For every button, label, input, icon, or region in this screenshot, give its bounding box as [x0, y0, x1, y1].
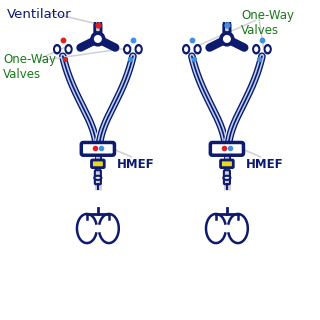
- Circle shape: [223, 35, 231, 43]
- Ellipse shape: [223, 176, 230, 180]
- Circle shape: [94, 35, 102, 43]
- Circle shape: [220, 32, 234, 46]
- FancyBboxPatch shape: [224, 24, 230, 33]
- FancyBboxPatch shape: [95, 24, 101, 33]
- FancyBboxPatch shape: [210, 142, 244, 155]
- Ellipse shape: [55, 46, 59, 52]
- Ellipse shape: [137, 46, 141, 52]
- Ellipse shape: [194, 44, 201, 54]
- FancyBboxPatch shape: [92, 160, 104, 168]
- Ellipse shape: [65, 44, 72, 54]
- Text: HMEF: HMEF: [246, 158, 284, 171]
- Ellipse shape: [135, 44, 142, 54]
- Ellipse shape: [67, 46, 71, 52]
- Text: One-Way
Valves: One-Way Valves: [241, 9, 294, 37]
- Ellipse shape: [125, 46, 129, 52]
- Ellipse shape: [264, 44, 271, 54]
- FancyBboxPatch shape: [95, 170, 101, 184]
- Ellipse shape: [94, 176, 101, 180]
- Ellipse shape: [196, 46, 200, 52]
- Ellipse shape: [266, 46, 270, 52]
- Circle shape: [91, 32, 105, 46]
- FancyBboxPatch shape: [81, 142, 115, 155]
- Ellipse shape: [253, 44, 260, 54]
- Text: Ventilator: Ventilator: [6, 8, 71, 21]
- Text: One-Way
Valves: One-Way Valves: [3, 53, 56, 81]
- Text: HMEF: HMEF: [117, 158, 155, 171]
- Ellipse shape: [124, 44, 131, 54]
- Ellipse shape: [184, 46, 188, 52]
- Ellipse shape: [183, 44, 189, 54]
- FancyBboxPatch shape: [220, 160, 233, 168]
- FancyBboxPatch shape: [224, 170, 230, 184]
- Ellipse shape: [254, 46, 258, 52]
- Ellipse shape: [54, 44, 60, 54]
